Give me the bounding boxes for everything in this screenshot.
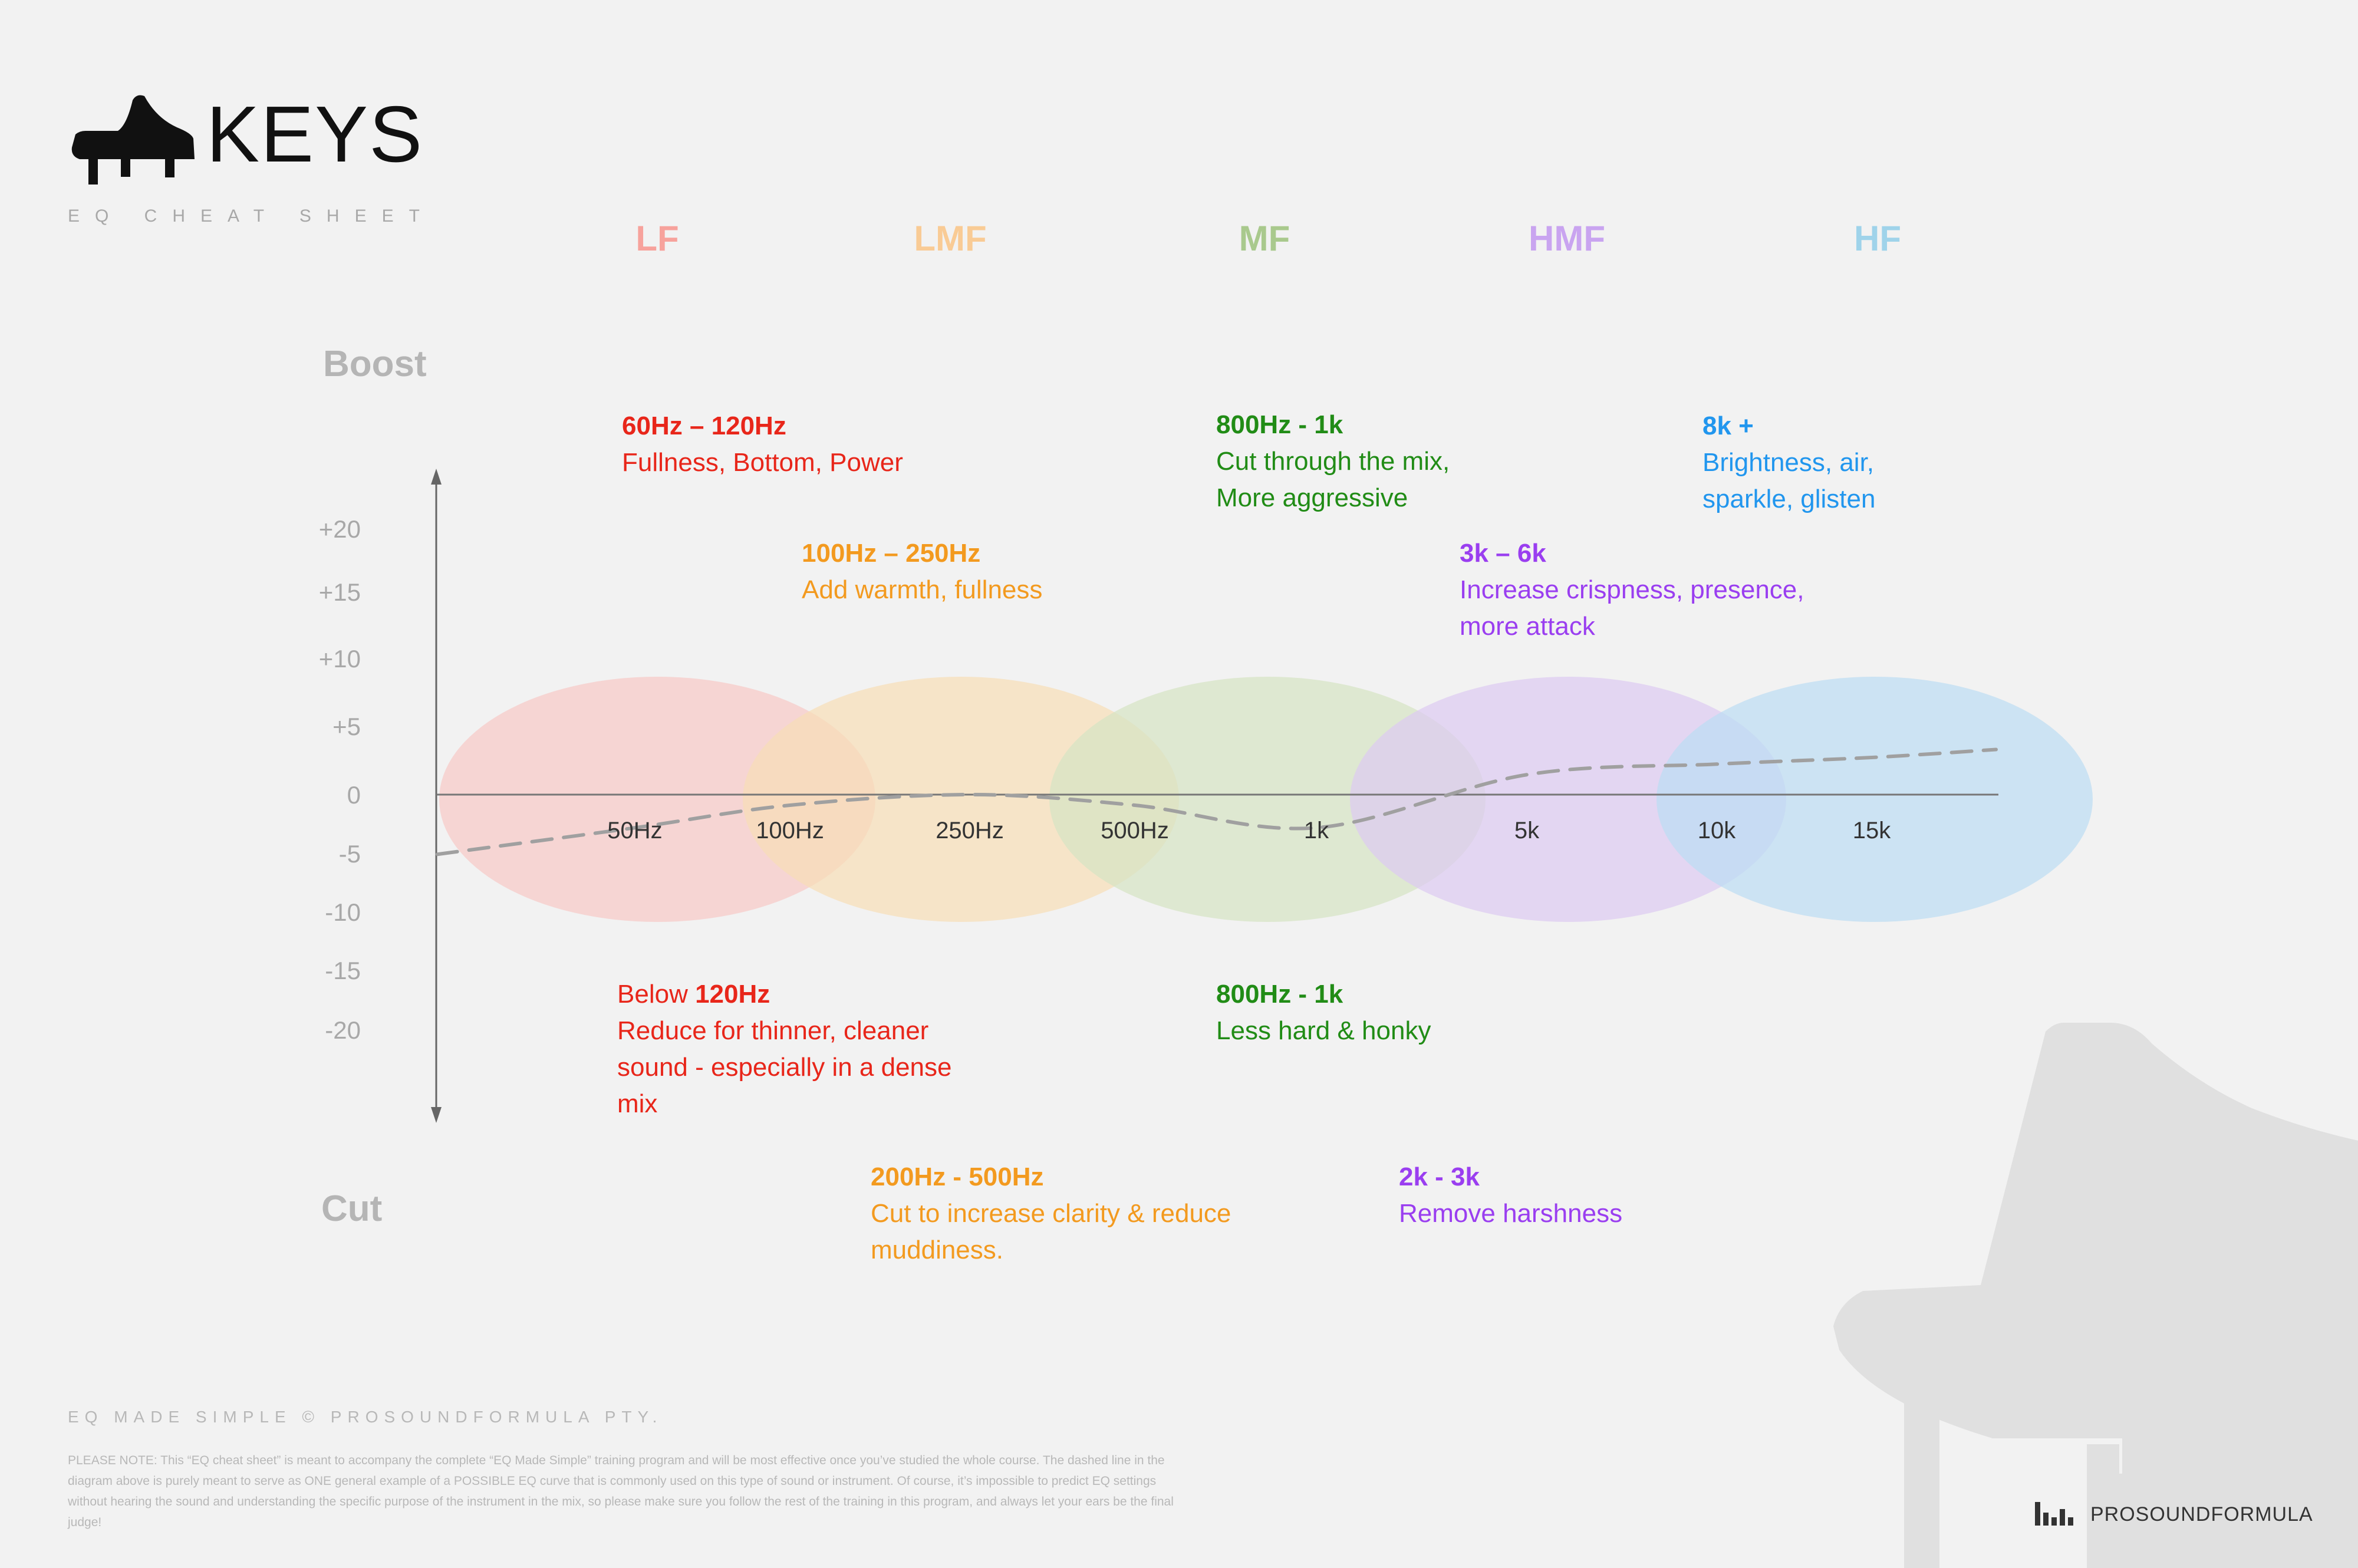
page-title: KEYS (206, 90, 424, 179)
boost-mf-heading: 800Hz - 1k (1216, 410, 1343, 439)
boost-mf-desc: Cut through the mix, More aggressive (1216, 447, 1450, 512)
cut-mf-heading: 800Hz - 1k (1216, 980, 1343, 1009)
x-tick-label: 250Hz (936, 818, 1004, 844)
band-ellipse-hf (1656, 677, 2093, 922)
y-tick-label: -5 (339, 840, 361, 868)
cut-lf-desc: Reduce for thinner, cleaner sound - espe… (617, 1016, 952, 1118)
cut-lf-prefix: Below (617, 980, 688, 1009)
eq-curve-line (436, 747, 1998, 857)
boost-lmf-desc: Add warmth, fullness (802, 575, 1043, 604)
boost-label: Boost (323, 344, 427, 384)
boost-lmf-heading: 100Hz – 250Hz (802, 539, 981, 568)
x-tick-label: 100Hz (756, 818, 824, 844)
cut-hmf-heading: 2k - 3k (1399, 1162, 1480, 1191)
page-subtitle: EQ CHEAT SHEET (68, 206, 435, 226)
boost-hmf-heading: 3k – 6k (1460, 539, 1546, 568)
band-label-mf: MF (1239, 219, 1290, 258)
x-tick-label: 10k (1698, 818, 1736, 844)
x-tick-label: 15k (1853, 818, 1891, 844)
cut-mf-annotation: 800Hz - 1k Less hard & honky (1216, 976, 1431, 1049)
y-tick-label: 0 (347, 781, 361, 809)
band-label-lmf: LMF (914, 219, 987, 258)
y-tick-label: +5 (332, 713, 361, 740)
y-tick-label: -10 (325, 898, 361, 926)
boost-hf-heading: 8k + (1702, 411, 1754, 440)
band-label-lf: LF (635, 219, 679, 258)
y-tick-label: -20 (325, 1016, 361, 1044)
y-axis-arrow-down-icon (431, 1107, 442, 1123)
cut-hmf-annotation: 2k - 3k Remove harshness (1399, 1159, 1622, 1232)
cut-lmf-annotation: 200Hz - 500Hz Cut to increase clarity & … (871, 1159, 1231, 1269)
cut-lf-annotation: Below 120Hz Reduce for thinner, cleaner … (617, 976, 951, 1122)
y-tick-label: +20 (319, 515, 361, 543)
band-ellipse-lf (439, 677, 875, 922)
y-tick-label: -15 (325, 957, 361, 984)
boost-lf-heading: 60Hz – 120Hz (622, 411, 786, 440)
brand-logo: PROSOUNDFORMULA (2035, 1503, 2313, 1526)
x-tick-label: 1k (1304, 818, 1329, 844)
boost-lf-annotation: 60Hz – 120Hz Fullness, Bottom, Power (622, 408, 903, 481)
x-tick-label: 50Hz (607, 818, 662, 844)
boost-hmf-desc: Increase crispness, presence, more attac… (1460, 575, 1804, 641)
boost-mf-annotation: 800Hz - 1k Cut through the mix, More agg… (1216, 407, 1450, 516)
boost-lf-desc: Fullness, Bottom, Power (622, 448, 903, 477)
piano-silhouette-icon (1833, 1023, 2358, 1568)
cut-label: Cut (321, 1188, 383, 1229)
cut-mf-desc: Less hard & honky (1216, 1016, 1431, 1045)
cut-hmf-desc: Remove harshness (1399, 1199, 1623, 1228)
brand-logo-text: PROSOUNDFORMULA (2090, 1503, 2313, 1526)
band-label-hf: HF (1854, 219, 1901, 258)
band-ellipse-lmf (743, 677, 1179, 922)
band-label-hmf: HMF (1529, 219, 1605, 258)
piano-icon (71, 95, 195, 185)
boost-hf-annotation: 8k + Brightness, air, sparkle, glisten (1702, 408, 1875, 518)
x-tick-label: 500Hz (1101, 818, 1169, 844)
x-tick-label: 5k (1514, 818, 1540, 844)
cut-lmf-heading: 200Hz - 500Hz (871, 1162, 1044, 1191)
band-ellipse-hmf (1350, 677, 1786, 922)
prosoundformula-logo-icon (2035, 1502, 2073, 1526)
y-tick-label: +15 (319, 578, 361, 606)
footer-brand-line: EQ MADE SIMPLE © PROSOUNDFORMULA PTY. (68, 1408, 663, 1426)
band-ellipse-mf (1049, 677, 1486, 922)
boost-hf-desc: Brightness, air, sparkle, glisten (1702, 448, 1876, 513)
cut-lmf-desc: Cut to increase clarity & reduce muddine… (871, 1199, 1231, 1264)
footer-note: PLEASE NOTE: This “EQ cheat sheet” is me… (68, 1454, 1174, 1529)
cut-lf-heading: 120Hz (695, 980, 770, 1009)
y-axis-arrow-up-icon (431, 469, 442, 485)
boost-lmf-annotation: 100Hz – 250Hz Add warmth, fullness (802, 535, 1042, 608)
y-tick-label: +10 (319, 645, 361, 673)
boost-hmf-annotation: 3k – 6k Increase crispness, presence, mo… (1460, 535, 1804, 645)
